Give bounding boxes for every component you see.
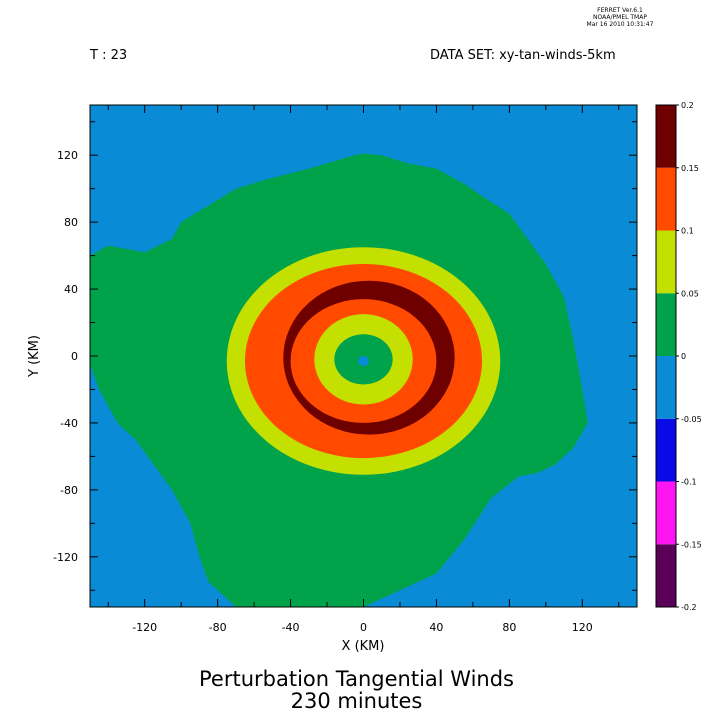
colorbar-tick-label: -0.1 xyxy=(681,478,697,487)
colorbar-segment xyxy=(656,544,676,607)
colorbar-tick-label: -0.05 xyxy=(681,415,702,424)
chart-subtitle: 230 minutes xyxy=(290,689,423,713)
y-tick-label: -80 xyxy=(60,484,78,497)
x-axis-label: X (KM) xyxy=(342,639,385,654)
colorbar: -0.2 -0.15 -0.1 -0.05 0 0.05 0.1 0.15 0.2 xyxy=(655,101,702,612)
y-axis-label: Y (KM) xyxy=(27,335,42,378)
y-tick-label: -40 xyxy=(60,417,78,430)
colorbar-tick-label: 0.15 xyxy=(681,164,699,173)
ferret-stamp-line: NOAA/PMEL TMAP xyxy=(593,14,647,21)
ferret-version-stamp: FERRET Ver.6.1 NOAA/PMEL TMAP Mar 16 201… xyxy=(560,7,680,28)
chart-title: Perturbation Tangential Winds xyxy=(199,667,514,691)
ferret-stamp-line: FERRET Ver.6.1 xyxy=(597,7,643,14)
colorbar-segment xyxy=(656,105,676,168)
colorbar-segment xyxy=(656,356,676,419)
axes: -120 -80 -40 0 40 80 120 -120 -80 -40 0 40 80 120 xyxy=(53,105,637,634)
colorbar-segment xyxy=(656,230,676,294)
x-tick-label: -40 xyxy=(282,621,300,634)
time-step-label: T : 23 xyxy=(90,48,128,63)
colorbar-tick-label: 0 xyxy=(681,352,686,361)
colorbar-tick-label: -0.15 xyxy=(681,540,702,549)
y-tick-label: 80 xyxy=(64,216,78,229)
colorbar-segment xyxy=(656,418,676,482)
colorbar-segment xyxy=(656,167,676,231)
colorbar-tick-label: 0.1 xyxy=(681,227,694,236)
plot-area xyxy=(90,105,637,607)
x-tick-label: -120 xyxy=(132,621,157,634)
y-tick-label: -120 xyxy=(53,551,78,564)
dataset-label: DATA SET: xy-tan-winds-5km xyxy=(430,48,616,63)
ferret-stamp-line: Mar 16 2010 10:31:47 xyxy=(586,21,654,28)
y-tick-label: 120 xyxy=(57,149,78,162)
colorbar-tick-label: -0.2 xyxy=(681,603,697,612)
x-tick-label: 120 xyxy=(572,621,593,634)
x-tick-label: 80 xyxy=(502,621,516,634)
colorbar-tick-label: 0.05 xyxy=(681,289,699,298)
y-tick-label: 40 xyxy=(64,283,78,296)
colorbar-segment xyxy=(656,293,676,356)
x-tick-label: 40 xyxy=(429,621,443,634)
y-tick-label: 0 xyxy=(71,350,78,363)
colorbar-segment xyxy=(656,481,676,545)
x-tick-label: 0 xyxy=(360,621,367,634)
x-tick-label: -80 xyxy=(209,621,227,634)
colorbar-tick-label: 0.2 xyxy=(681,101,694,110)
contour-ring xyxy=(358,356,369,367)
